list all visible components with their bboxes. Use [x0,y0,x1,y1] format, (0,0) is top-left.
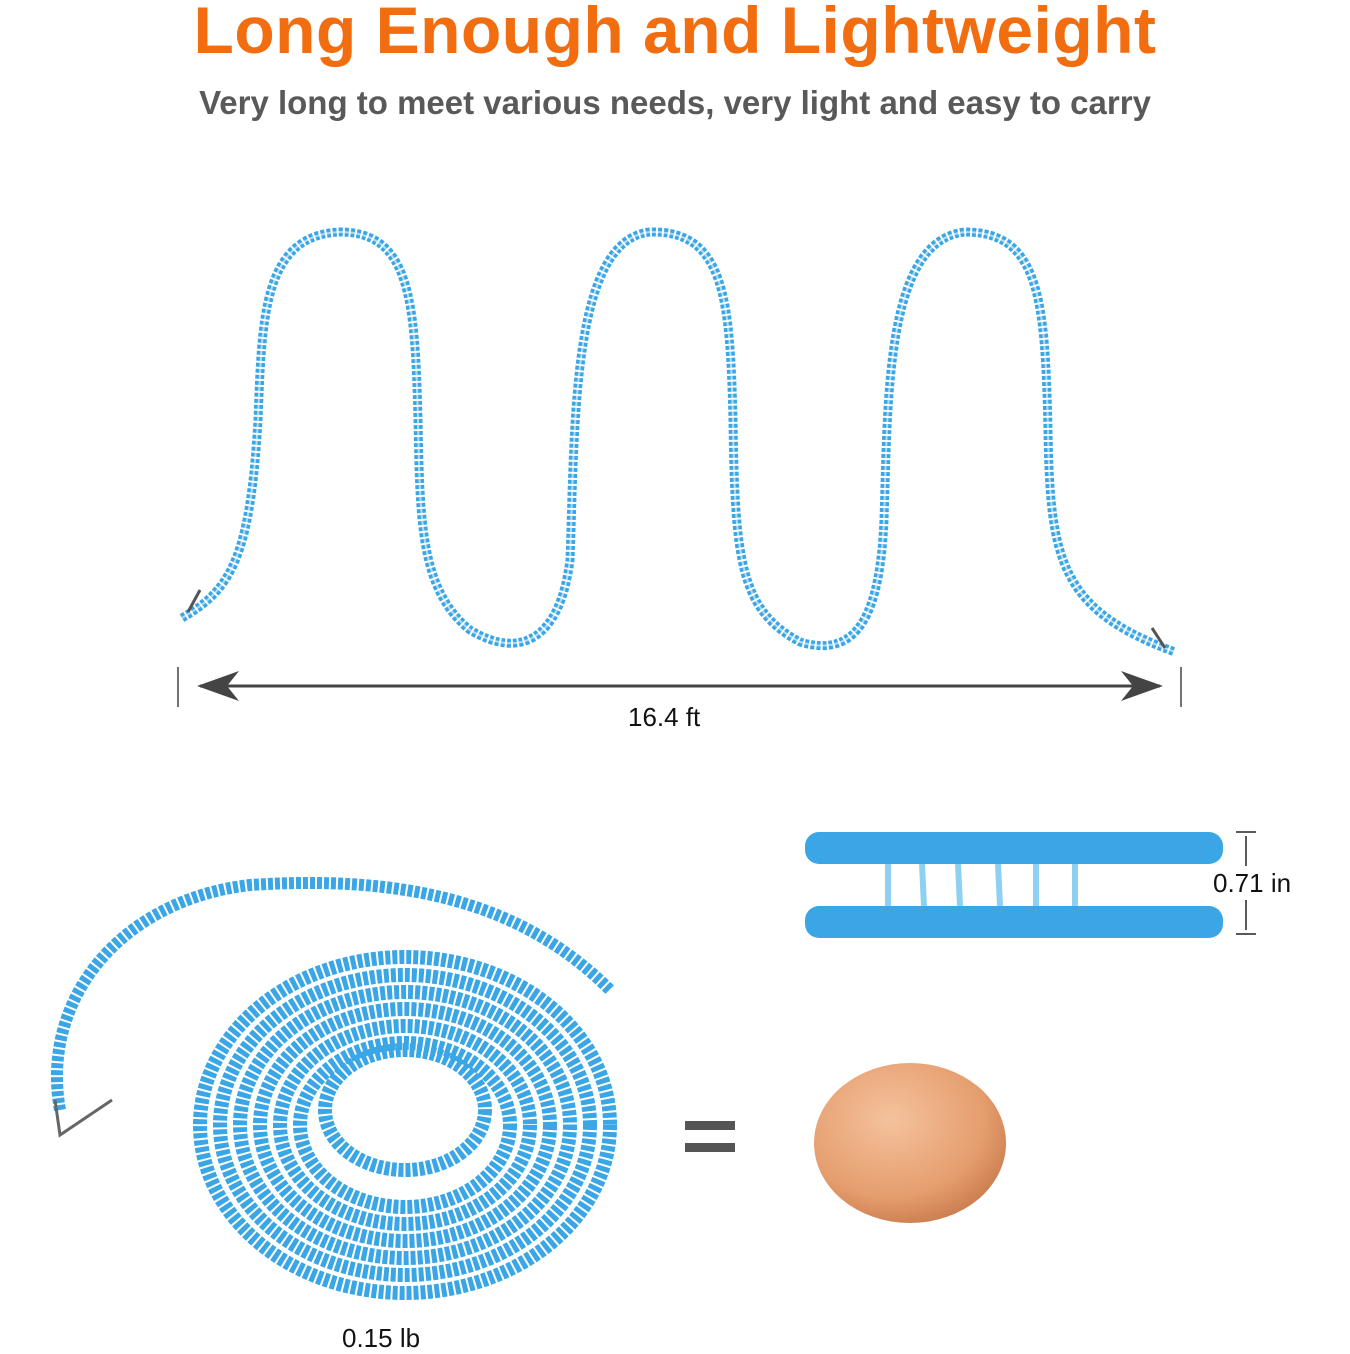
hook-icon [186,589,202,613]
equals-sign [685,1121,735,1152]
length-label: 16.4 ft [628,702,701,732]
hook-icon [1150,627,1167,649]
hook-icon [53,1098,113,1138]
rope-closeup [805,831,1256,938]
stretched-rope [179,227,1177,657]
egg-image [814,1063,1006,1223]
weight-label: 0.15 lb [342,1323,421,1353]
page-title: Long Enough and Lightweight [193,0,1157,67]
page-subtitle: Very long to meet various needs, very li… [199,84,1151,121]
length-dimension [177,667,1182,707]
width-label: 0.71 in [1213,868,1292,899]
coiled-rope [50,876,617,1300]
